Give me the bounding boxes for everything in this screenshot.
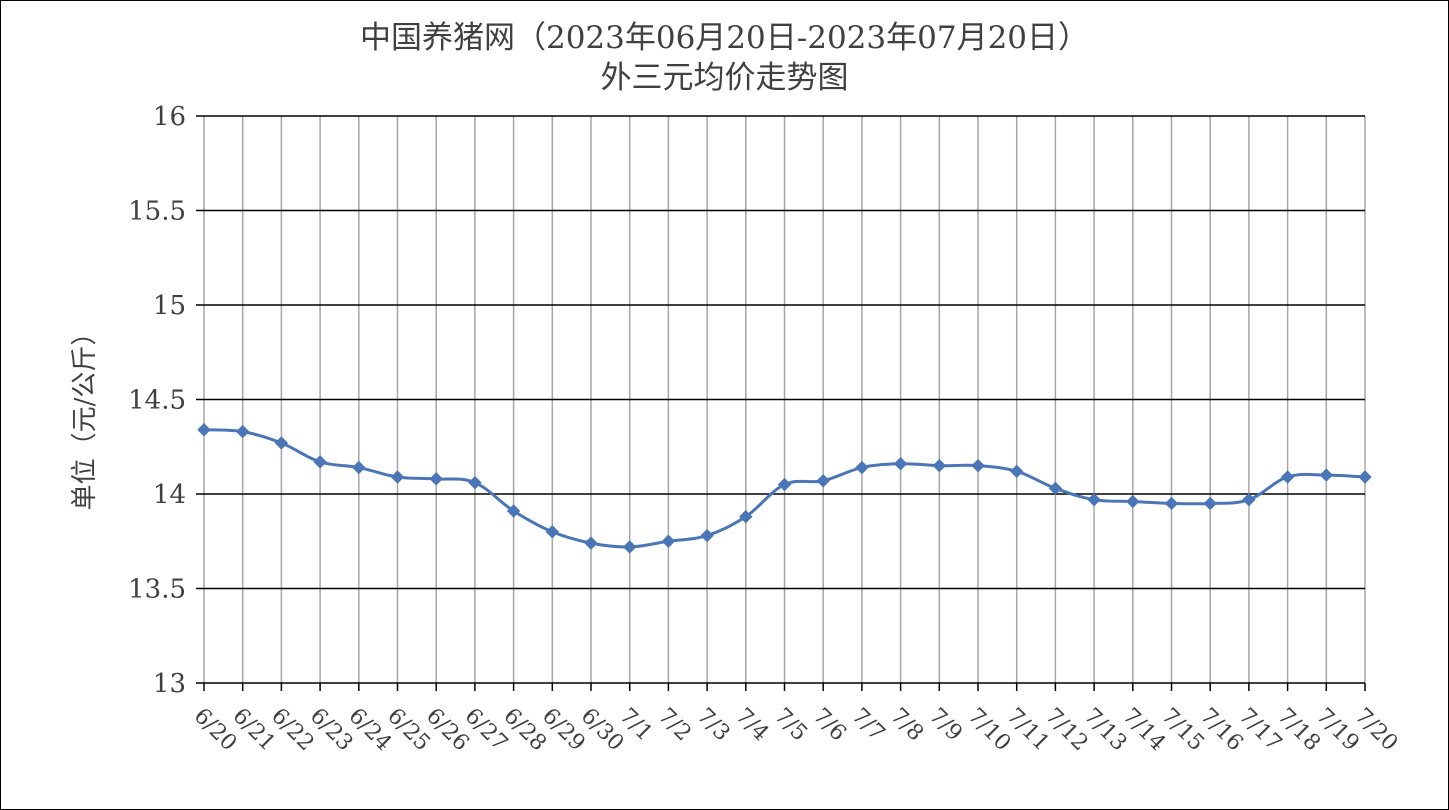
x-tick-label: 7/7 [847, 704, 890, 747]
y-axis-ticks: 13 13.5 14 14.5 15 15.5 16 [128, 102, 186, 699]
y-tick-label: 14 [153, 480, 186, 510]
data-point-marker [1242, 492, 1256, 507]
data-point-marker [584, 536, 598, 550]
y-tick-label: 15.5 [128, 197, 186, 227]
x-tick-label: 6/26 [421, 704, 474, 757]
x-tick-label: 7/9 [924, 704, 967, 747]
data-point-marker [1358, 470, 1372, 484]
data-point-marker [274, 436, 289, 450]
data-point-marker [661, 534, 676, 548]
data-point-marker [1087, 492, 1101, 507]
data-point-marker [622, 540, 637, 554]
series-group [197, 423, 1372, 554]
data-point-marker [1203, 496, 1217, 511]
chart-title: 中国养猪网（2023年06月20日-2023年07月20日） [359, 20, 1090, 56]
data-point-marker [855, 460, 869, 475]
data-point-marker [932, 458, 947, 473]
data-point-marker [1009, 464, 1024, 479]
data-point-marker [197, 423, 211, 437]
x-tick-label: 7/5 [769, 704, 812, 747]
data-point-marker [893, 457, 908, 471]
data-point-marker [390, 470, 405, 484]
data-point-marker [1126, 494, 1140, 509]
x-tick-label: 6/24 [344, 704, 397, 757]
data-point-marker [506, 504, 521, 518]
y-tick-label: 14.5 [128, 386, 186, 416]
data-point-marker [1164, 496, 1179, 511]
data-point-marker [700, 528, 714, 543]
y-tick-label: 13.5 [128, 575, 186, 605]
x-tick-label: 7/17 [1234, 704, 1287, 757]
x-tick-label: 7/10 [963, 704, 1016, 757]
data-point-marker [1048, 481, 1063, 496]
x-tick-label: 7/3 [692, 704, 735, 747]
y-tick-label: 16 [153, 102, 186, 132]
x-tick-label: 7/18 [1272, 704, 1325, 757]
x-tick-label: 6/29 [537, 704, 590, 757]
data-point-marker [816, 474, 830, 488]
x-tick-label: 6/20 [189, 704, 242, 757]
x-tick-label: 7/13 [1079, 704, 1132, 757]
y-tick-label: 15 [153, 291, 186, 321]
x-tick-label: 7/4 [731, 704, 774, 747]
data-point-marker [429, 472, 443, 486]
x-tick-label: 7/8 [885, 704, 928, 747]
horizontal-gridlines [196, 115, 1365, 684]
data-point-marker [971, 458, 985, 473]
data-point-marker [739, 509, 753, 524]
chart-subtitle: 外三元均价走势图 [600, 60, 849, 96]
x-tick-label: 6/25 [382, 704, 435, 757]
x-tick-label: 7/11 [1001, 704, 1054, 757]
x-tick-label: 7/20 [1350, 704, 1403, 757]
x-tick-label: 7/12 [1040, 704, 1093, 757]
x-tick-label: 6/21 [227, 704, 280, 757]
data-point-marker [352, 460, 366, 475]
x-tick-label: 6/23 [305, 704, 358, 757]
data-point-marker [468, 475, 482, 490]
x-axis-ticks: 6/206/216/226/236/246/256/266/276/286/29… [189, 683, 1403, 757]
x-tick-label: 7/16 [1195, 704, 1248, 757]
y-axis-label: 单位（元/公斤） [70, 320, 100, 511]
x-tick-label: 7/19 [1311, 704, 1364, 757]
data-point-marker [1319, 468, 1334, 482]
x-tick-label: 7/2 [653, 704, 696, 747]
data-point-marker [313, 455, 327, 469]
data-point-marker [545, 525, 560, 539]
x-tick-label: 6/28 [498, 704, 551, 757]
data-point-marker [235, 424, 250, 439]
x-tick-label: 7/14 [1118, 704, 1171, 757]
data-point-marker [1280, 470, 1295, 484]
x-tick-label: 6/30 [576, 704, 629, 757]
x-tick-label: 6/27 [460, 704, 513, 757]
y-tick-label: 13 [153, 669, 186, 699]
x-tick-label: 7/15 [1156, 704, 1209, 757]
x-tick-label: 7/6 [808, 704, 851, 747]
data-point-marker [777, 477, 792, 492]
x-tick-label: 6/22 [266, 704, 319, 757]
